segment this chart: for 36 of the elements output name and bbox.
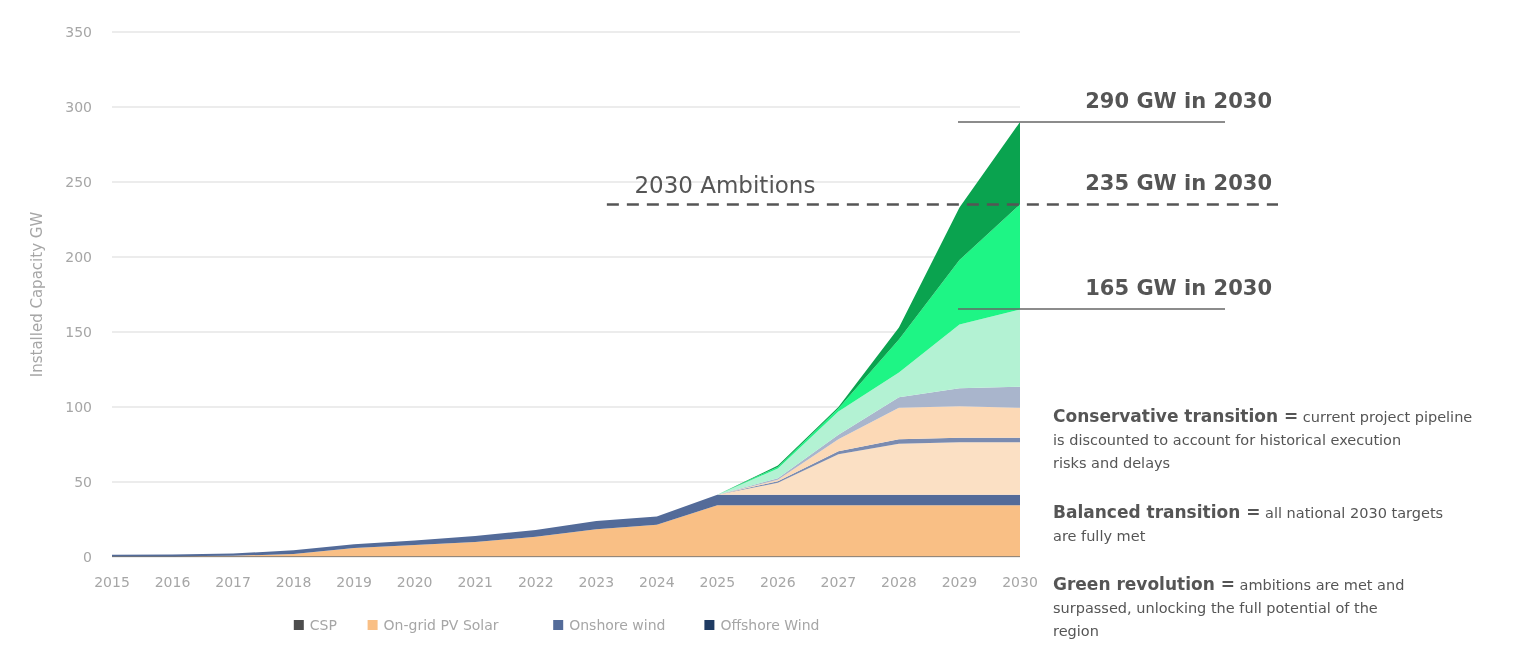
x-tick-label: 2019 [336,574,372,590]
legend-label: CSP [309,617,337,633]
y-tick-label: 350 [65,23,92,40]
legend-label: Offshore Wind [720,617,820,633]
y-tick-label: 50 [74,473,92,490]
x-tick-label: 2017 [215,574,251,590]
text: Green revolution = ambitions are met and surpassed, unlocking the full potential of the region [1053,574,1405,639]
y-tick-label: 200 [65,248,92,265]
x-tick-label: 2023 [578,574,615,590]
x-tick-label: 2030 [1002,574,1038,590]
text: Balanced transition = all national 2030 targets are fully met [1053,502,1444,544]
x-tick-label: 2026 [760,574,796,590]
ref-line-label: 2030 Ambitions [634,171,816,198]
y-axis-title: Installed Capacity GW [28,211,46,378]
y-tick-label: 0 [83,548,92,565]
x-tick-label: 2025 [699,574,736,590]
y-tick-label: 100 [65,398,92,415]
text: 165 GW in 2030 [1085,276,1272,300]
x-tick-label: 2016 [154,574,191,590]
x-tick-label: 2028 [881,574,917,590]
x-tick-label: 2022 [517,574,554,590]
x-tick-label: 2021 [457,574,494,590]
y-tick-label: 300 [65,98,92,115]
y-tick-label: 150 [65,323,92,340]
text: Conservative transition = current project pipeline is discounted to account for historical execution risks and delays [1053,406,1473,471]
x-tick-label: 2020 [396,574,433,590]
legend-label: On-grid PV Solar [383,617,499,633]
x-tick-label: 2015 [94,574,130,590]
text: 290 GW in 2030 [1085,89,1272,113]
y-tick-label: 250 [65,173,92,190]
x-tick-label: 2027 [820,574,857,590]
x-tick-label: 2029 [941,574,978,590]
legend-label: Onshore wind [569,617,666,633]
text: 235 GW in 2030 [1085,171,1272,195]
x-tick-label: 2024 [638,574,675,590]
x-tick-label: 2018 [275,574,312,590]
